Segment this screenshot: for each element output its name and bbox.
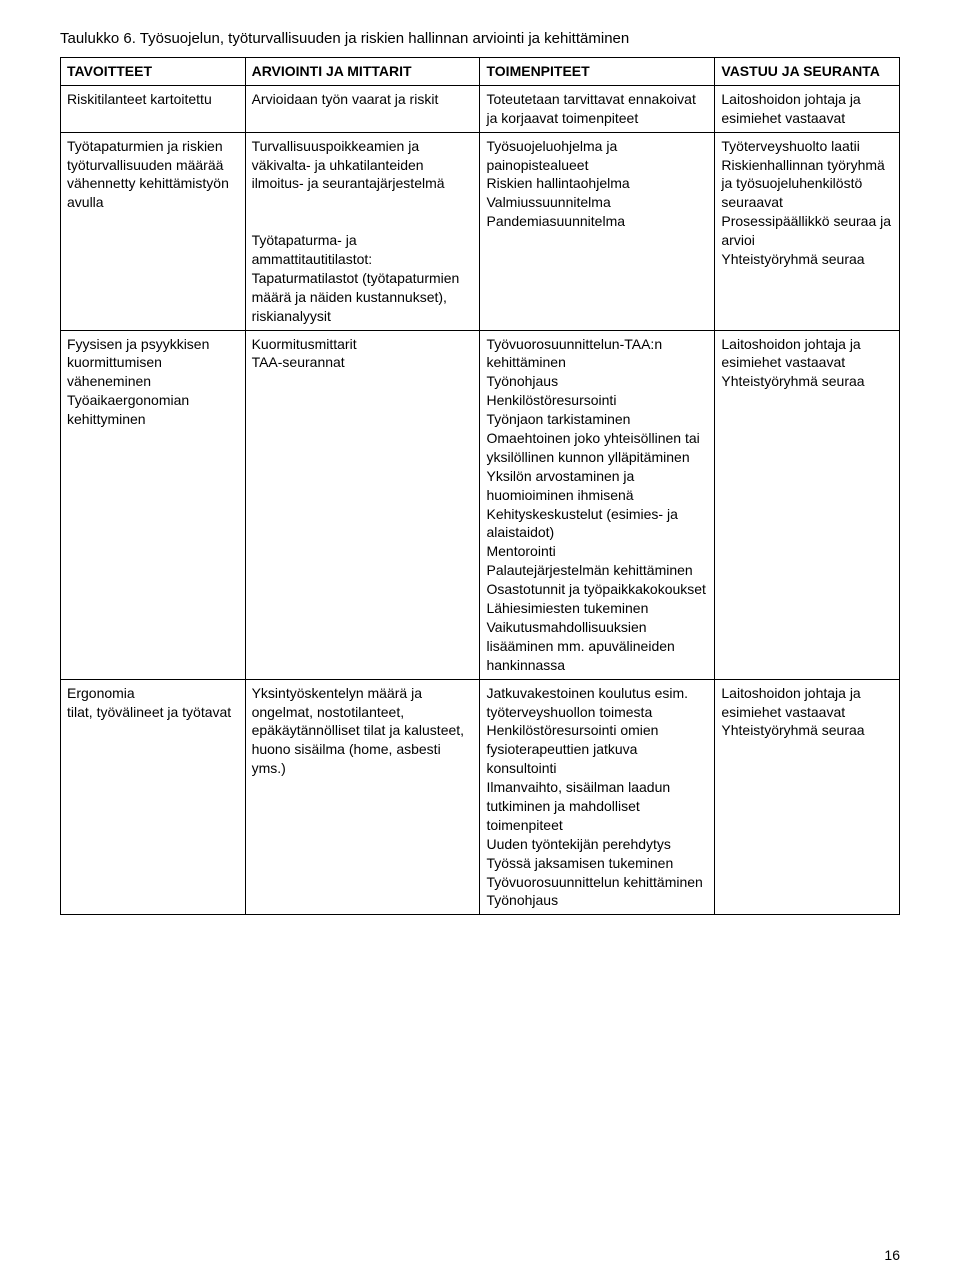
cell-arviointi: KuormitusmittaritTAA-seurannat	[245, 330, 480, 679]
table-row: Fyysisen ja psyykkisen kuormittumisen vä…	[61, 330, 900, 679]
cell-toimenpiteet: Toteutetaan tarvittavat ennakoivat ja ko…	[480, 85, 715, 132]
cell-toimenpiteet: Työsuojeluohjelma ja painopistealueetRis…	[480, 132, 715, 330]
cell-tavoitteet: Riskitilanteet kartoitettu	[61, 85, 246, 132]
col-header-vastuu: VASTUU JA SEURANTA	[715, 58, 900, 86]
table-row: Riskitilanteet kartoitettu Arvioidaan ty…	[61, 85, 900, 132]
page: Taulukko 6. Työsuojelun, työturvallisuud…	[0, 0, 960, 1278]
cell-toimenpiteet: Työvuorosuunnittelun-TAA:n kehittäminenT…	[480, 330, 715, 679]
table-row: Työtapaturmien ja riskien työturvallisuu…	[61, 132, 900, 330]
cell-toimenpiteet: Jatkuvakestoinen koulutus esim. työterve…	[480, 679, 715, 915]
cell-vastuu: Laitoshoidon johtaja ja esimiehet vastaa…	[715, 679, 900, 915]
col-header-arviointi: ARVIOINTI JA MITTARIT	[245, 58, 480, 86]
cell-arviointi: Turvallisuuspoikkeamien ja väkivalta- ja…	[245, 132, 480, 330]
cell-tavoitteet: Fyysisen ja psyykkisen kuormittumisen vä…	[61, 330, 246, 679]
cell-tavoitteet: Työtapaturmien ja riskien työturvallisuu…	[61, 132, 246, 330]
work-safety-table: TAVOITTEET ARVIOINTI JA MITTARIT TOIMENP…	[60, 57, 900, 915]
table-header-row: TAVOITTEET ARVIOINTI JA MITTARIT TOIMENP…	[61, 58, 900, 86]
page-number: 16	[884, 1247, 900, 1263]
cell-vastuu: Laitoshoidon johtaja ja esimiehet vastaa…	[715, 330, 900, 679]
cell-tavoitteet: Ergonomiatilat, työvälineet ja työtavat	[61, 679, 246, 915]
cell-vastuu: Laitoshoidon johtaja ja esimiehet vastaa…	[715, 85, 900, 132]
col-header-tavoitteet: TAVOITTEET	[61, 58, 246, 86]
cell-vastuu: Työterveyshuolto laatiiRiskienhallinnan …	[715, 132, 900, 330]
cell-arviointi: Arvioidaan työn vaarat ja riskit	[245, 85, 480, 132]
table-row: Ergonomiatilat, työvälineet ja työtavat …	[61, 679, 900, 915]
table-caption: Taulukko 6. Työsuojelun, työturvallisuud…	[60, 30, 900, 47]
cell-arviointi: Yksintyöskentelyn määrä ja ongelmat, nos…	[245, 679, 480, 915]
col-header-toimenpiteet: TOIMENPITEET	[480, 58, 715, 86]
